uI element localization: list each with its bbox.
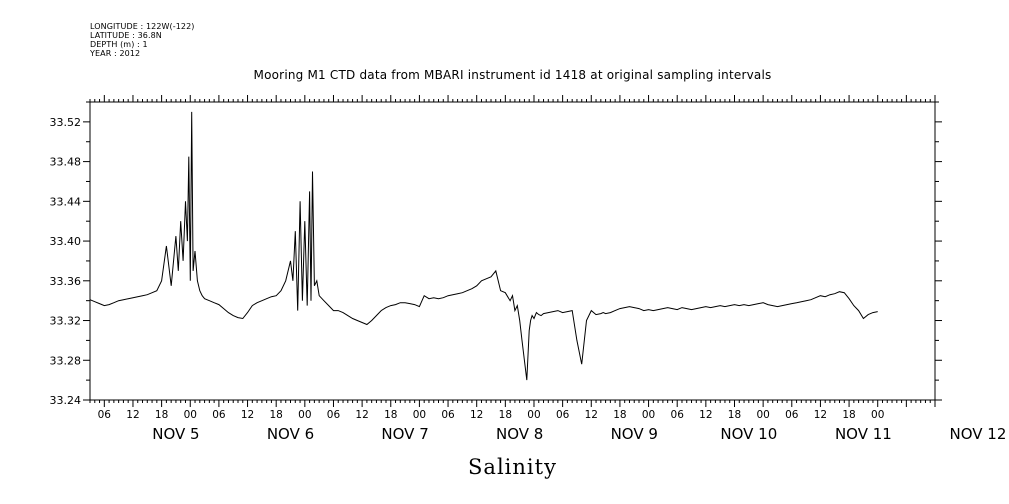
x-day-label: NOV 11 bbox=[835, 425, 892, 443]
x-hour-label: 18 bbox=[842, 409, 855, 421]
x-hour-label: 06 bbox=[671, 409, 685, 421]
x-hour-label: 12 bbox=[814, 409, 827, 421]
year-label: YEAR : 2012 bbox=[90, 49, 141, 58]
x-hour-label: 18 bbox=[499, 409, 512, 421]
y-tick-label: 33.52 bbox=[50, 116, 82, 129]
x-hour-label: 18 bbox=[728, 409, 741, 421]
x-hour-label: 06 bbox=[327, 409, 341, 421]
depth-label: DEPTH (m) : 1 bbox=[90, 40, 148, 49]
y-tick-label: 33.40 bbox=[50, 235, 82, 248]
plot-frame bbox=[89, 101, 936, 401]
series-layer bbox=[89, 111, 878, 381]
x-hour-label: 00 bbox=[642, 409, 655, 421]
x-hour-label: 00 bbox=[298, 409, 311, 421]
x-axis-label: Salinity bbox=[468, 455, 557, 479]
x-hour-label: 12 bbox=[470, 409, 483, 421]
x-hour-label: 00 bbox=[871, 409, 884, 421]
x-day-label: NOV 5 bbox=[152, 425, 199, 443]
x-hour-label: 18 bbox=[384, 409, 397, 421]
x-hour-label: 00 bbox=[413, 409, 426, 421]
chart-title: Mooring M1 CTD data from MBARI instrumen… bbox=[253, 68, 772, 82]
x-hour-label: 18 bbox=[269, 409, 282, 421]
x-hour-label: 12 bbox=[241, 409, 254, 421]
x-hour-label: 12 bbox=[699, 409, 712, 421]
metadata-block: LONGITUDE : 122W(-122) LATITUDE : 36.8N … bbox=[90, 22, 195, 58]
y-tick-label: 33.32 bbox=[50, 315, 82, 328]
x-hour-label: 06 bbox=[556, 409, 570, 421]
tick-labels-layer: 33.24 33.28 33.32 33.36 33.40 33.44 33.48 33.52… bbox=[50, 116, 1007, 443]
x-hour-label: 00 bbox=[756, 409, 769, 421]
x-day-label: NOV 6 bbox=[267, 425, 314, 443]
y-tick-label: 33.24 bbox=[50, 394, 82, 407]
x-day-label: NOV 9 bbox=[611, 425, 658, 443]
x-hour-label: 00 bbox=[184, 409, 197, 421]
x-hour-label: 18 bbox=[613, 409, 626, 421]
ticks-layer bbox=[83, 95, 942, 407]
x-hour-label: 06 bbox=[98, 409, 112, 421]
y-tick-label: 33.48 bbox=[50, 156, 82, 169]
x-hour-label: 12 bbox=[585, 409, 598, 421]
x-hour-label: 12 bbox=[355, 409, 368, 421]
x-hour-label: 00 bbox=[527, 409, 540, 421]
x-hour-label: 18 bbox=[155, 409, 168, 421]
x-hour-label: 06 bbox=[785, 409, 799, 421]
latitude-label: LATITUDE : 36.8N bbox=[90, 31, 162, 40]
x-hour-label: 06 bbox=[212, 409, 226, 421]
x-hour-label: 06 bbox=[441, 409, 455, 421]
salinity-series-line bbox=[89, 111, 878, 381]
x-day-label: NOV 10 bbox=[720, 425, 777, 443]
x-day-label: NOV 8 bbox=[496, 425, 543, 443]
axes-layer bbox=[89, 101, 936, 401]
x-day-label: NOV 7 bbox=[381, 425, 428, 443]
x-hour-label: 12 bbox=[126, 409, 139, 421]
x-day-label: NOV 12 bbox=[950, 425, 1007, 443]
y-tick-label: 33.44 bbox=[50, 195, 82, 208]
longitude-label: LONGITUDE : 122W(-122) bbox=[90, 22, 195, 31]
y-tick-label: 33.28 bbox=[50, 354, 82, 367]
y-tick-label: 33.36 bbox=[50, 275, 82, 288]
